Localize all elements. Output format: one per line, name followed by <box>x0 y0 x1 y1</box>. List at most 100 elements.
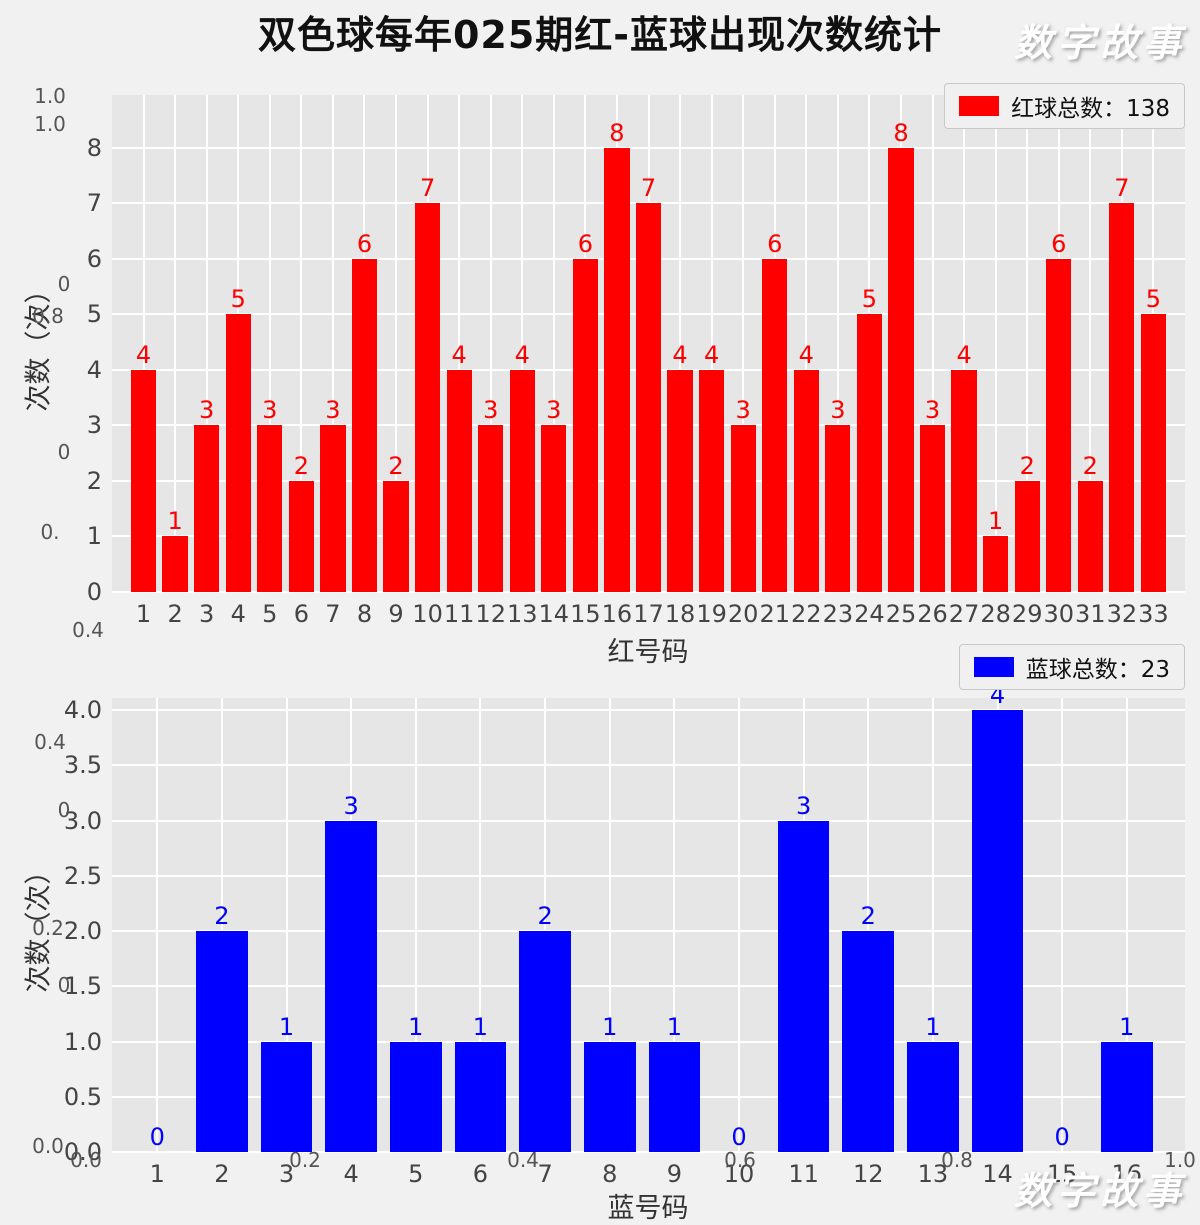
y-tick-label: 3.0 <box>63 806 102 835</box>
blue-chart-xlabel: 蓝号码 <box>607 1193 689 1224</box>
bar <box>130 369 157 592</box>
x-tick-label: 10 <box>723 1160 755 1188</box>
bar <box>162 536 188 592</box>
bar <box>325 820 377 1152</box>
x-tick-label: 15 <box>1046 1160 1078 1188</box>
bar-value-label: 3 <box>795 791 812 820</box>
bar-value-label: 4 <box>514 340 530 369</box>
x-tick-label: 7 <box>325 600 341 628</box>
gridline <box>805 95 808 592</box>
bar <box>257 425 283 592</box>
bar-value-label: 1 <box>167 507 183 536</box>
bar-value-label: 7 <box>1114 174 1130 203</box>
blue-chart-legend: 蓝球总数：23 <box>958 644 1185 690</box>
bar-value-label: 0 <box>149 1123 165 1151</box>
x-tick-label: 12 <box>475 600 506 628</box>
bar <box>196 931 248 1152</box>
bar <box>1100 1041 1153 1152</box>
x-tick-label: 22 <box>791 600 822 628</box>
x-tick-label: 3 <box>199 600 215 628</box>
x-tick-label: 2 <box>214 1160 230 1188</box>
gridline <box>963 95 966 592</box>
gridline <box>931 95 934 592</box>
bar <box>454 1041 507 1152</box>
stray-tick-label: 0.6 <box>724 1148 756 1172</box>
bar-value-label: 4 <box>672 340 688 369</box>
bar <box>1109 203 1135 592</box>
y-tick-label: 2 <box>86 466 102 495</box>
bar-value-label: 1 <box>1119 1012 1135 1041</box>
x-tick-label: 15 <box>570 600 601 628</box>
gridline <box>931 698 934 1152</box>
x-tick-label: 11 <box>788 1160 819 1188</box>
bar <box>604 147 630 592</box>
bar-value-label: 1 <box>278 1012 295 1041</box>
gridline <box>156 698 159 1152</box>
bar <box>446 369 472 592</box>
bar <box>907 1041 959 1152</box>
bar <box>572 258 598 592</box>
bar-value-label: 3 <box>343 791 359 820</box>
bar <box>951 369 977 592</box>
bar <box>288 480 314 592</box>
bar <box>777 820 830 1152</box>
bar-value-label: 2 <box>860 902 876 931</box>
bar <box>320 425 346 592</box>
bar-value-label: 4 <box>956 340 972 369</box>
y-tick-label: 4 <box>86 355 102 384</box>
y-tick-label: 1.5 <box>63 972 102 1001</box>
bar <box>635 203 662 592</box>
gridline <box>112 819 1185 822</box>
x-tick-label: 5 <box>408 1160 424 1188</box>
bar <box>351 258 378 592</box>
stray-tick-label: 0.4 <box>507 1148 539 1172</box>
bar <box>1140 314 1167 592</box>
bar-value-label: 4 <box>703 340 720 369</box>
y-tick-label: 1 <box>86 522 102 551</box>
x-tick-label: 26 <box>917 600 948 628</box>
x-tick-label: 4 <box>343 1160 359 1188</box>
blue-chart-plot-area: 0.0 0.5 1.0 1.5 2.0 2.5 3.0 3.5 4.0 1 0 2 2 3 1 4 3 5 1 6 1 7… <box>64 681 1185 1188</box>
bar <box>389 1041 442 1152</box>
bar-value-label: 1 <box>408 1012 424 1041</box>
bar-value-label: 2 <box>1019 451 1035 480</box>
red-chart-xlabel: 红号码 <box>607 637 689 668</box>
gridline <box>112 591 1185 593</box>
x-tick-label: 6 <box>472 1160 489 1188</box>
x-tick-label: 21 <box>759 600 791 628</box>
y-tick-label: 0.0 <box>63 1138 102 1166</box>
bar-value-label: 6 <box>577 229 594 258</box>
bar <box>225 314 251 592</box>
stray-tick-label: 0 <box>57 272 71 296</box>
bar-value-label: 4 <box>451 340 467 369</box>
gridline <box>544 698 547 1152</box>
gridline <box>1026 95 1029 592</box>
stray-tick-label: 0.0 <box>32 1134 64 1158</box>
x-tick-label: 3 <box>278 1160 295 1188</box>
x-tick-label: 14 <box>982 1160 1013 1188</box>
gridline <box>458 95 461 592</box>
gridline <box>521 95 524 592</box>
bar <box>919 425 946 592</box>
x-tick-label: 8 <box>356 600 373 628</box>
stray-tick-label: 0 <box>57 973 71 997</box>
bar-value-label: 0 <box>1054 1123 1070 1151</box>
y-tick-label: 7 <box>86 189 102 218</box>
red-legend-label: 红球总数：138 <box>1011 96 1170 122</box>
bar <box>842 931 895 1152</box>
red-chart-plot-area: 0 1 2 3 4 5 6 7 8 1 4 2 1 3 3 4 5 5 3 6 2 7 3 8 6 9 2 10 7 11 4 12 3 13 4 1… <box>87 95 1185 628</box>
gridline <box>679 95 682 592</box>
gridline <box>552 95 555 592</box>
gridline <box>112 985 1185 988</box>
gridline <box>994 95 997 592</box>
x-tick-label: 1 <box>135 600 152 628</box>
bar <box>698 369 725 592</box>
x-tick-label: 14 <box>538 600 570 628</box>
x-tick-label: 28 <box>980 600 1011 628</box>
gridline <box>112 930 1185 933</box>
x-tick-label: 7 <box>537 1160 553 1188</box>
gridline <box>112 764 1185 767</box>
bar-value-label: 7 <box>640 174 657 203</box>
x-tick-label: 29 <box>1011 600 1043 628</box>
